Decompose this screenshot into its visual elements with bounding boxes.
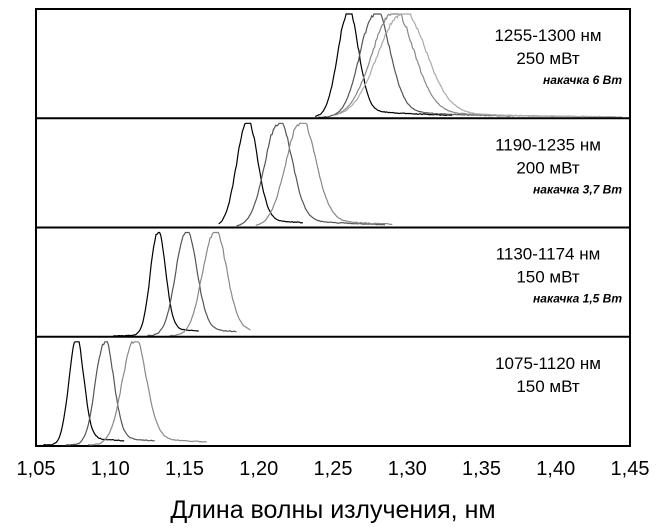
- spectrum-line-4-2: [65, 341, 155, 446]
- spectrum-line-4-3: [87, 340, 207, 446]
- spectrum-line-4-1: [43, 341, 125, 446]
- spectrum-line-2-3: [255, 122, 393, 226]
- panel-range-label: 1130-1174 нм: [496, 245, 601, 264]
- spectrum-line-1-2: [318, 13, 511, 118]
- panel-range-label: 1190-1235 нм: [495, 135, 601, 154]
- panel-range-label: 1255-1300 нм: [494, 26, 601, 45]
- x-tick-labels: 1,05 1,10 1,15 1,20 1,25 1,30 1,35 1,40 1,45: [17, 458, 650, 480]
- panel-2: 1190-1235 нм 200 мВт накачка 3,7 Вт: [36, 117, 630, 227]
- x-tick-label: 1,05: [17, 458, 56, 480]
- x-tick-label: 1,35: [462, 458, 501, 480]
- panel-range-label: 1075-1120 нм: [495, 354, 601, 373]
- x-tick-label: 1,25: [314, 458, 353, 480]
- spectrum-line-3-2: [147, 231, 237, 337]
- spectrum-line-2-1: [218, 122, 304, 225]
- spectrum-line-1-1: [314, 13, 452, 118]
- spectrum-line-1-4: [340, 13, 623, 118]
- panel-power-label: 150 мВт: [516, 377, 580, 396]
- x-axis-label: Длина волны излучения, нм: [170, 496, 495, 524]
- x-tick-label: 1,30: [388, 458, 427, 480]
- x-tick-label: 1,20: [239, 458, 278, 480]
- panel-power-label: 150 мВт: [516, 268, 580, 287]
- panel-pump-label: накачка 1,5 Вт: [533, 292, 622, 306]
- panel-pump-label: накачка 3,7 Вт: [533, 182, 622, 196]
- panel-power-label: 250 мВт: [516, 49, 580, 68]
- x-tick-label: 1,40: [536, 458, 575, 480]
- panel-1: 1255-1300 нм 250 мВт накачка 6 Вт: [314, 13, 623, 118]
- panel-pump-label: накачка 6 Вт: [543, 73, 622, 87]
- spectrum-line-3-3: [169, 231, 251, 337]
- panel-3: 1130-1174 нм 150 мВт накачка 1,5 Вт: [36, 226, 630, 337]
- x-tick-label: 1,45: [611, 458, 650, 480]
- spectrum-line-2-2: [236, 122, 385, 227]
- spectrum-line-3-1: [113, 231, 199, 337]
- panels: 1255-1300 нм 250 мВт накачка 6 Вт 1190-1235…: [36, 13, 630, 446]
- panel-4: 1075-1120 нм 150 мВт: [36, 335, 630, 446]
- x-tick-label: 1,15: [165, 458, 204, 480]
- x-tick-label: 1,10: [91, 458, 130, 480]
- panel-power-label: 200 мВт: [516, 158, 580, 177]
